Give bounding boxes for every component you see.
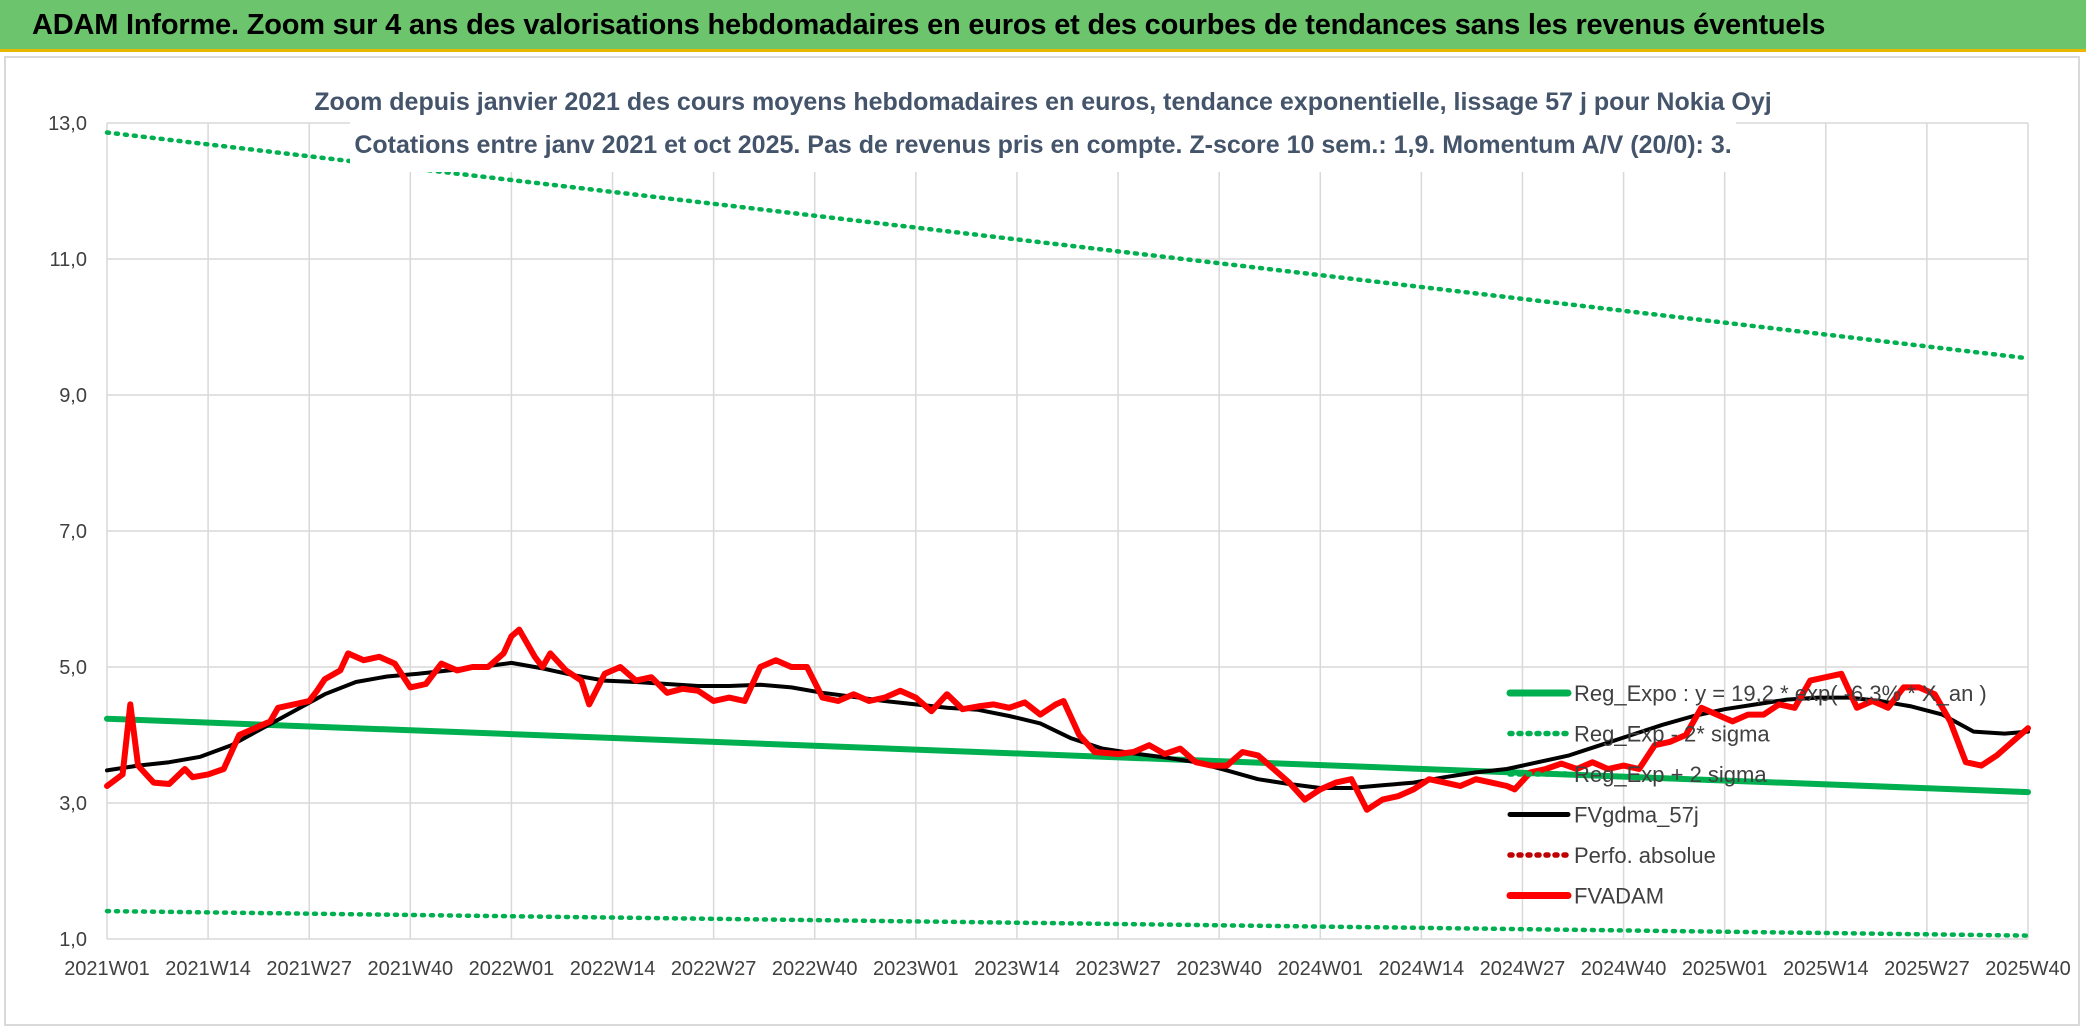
x-tick-label: 2025W27: [1884, 958, 1970, 980]
legend-label: Reg_Exp - 2* sigma: [1574, 722, 1770, 747]
legend: Reg_Expo : y = 19,2 * exp( -6,3% * X_an …: [1506, 681, 1987, 909]
axis-layer: 1,0 3,0 5,0 7,0 9,0 11,0 13,0 2021W01 2021W14 202…: [48, 113, 2071, 980]
x-tick-label: 2022W27: [671, 958, 757, 980]
y-tick-label: 7,0: [59, 521, 87, 543]
y-tick-label: 3,0: [59, 793, 87, 815]
series-layer: [104, 130, 2031, 938]
x-tick-label: 2022W14: [570, 958, 656, 980]
x-tick-label: 2021W01: [64, 958, 150, 980]
x-tick-label: 2023W01: [873, 958, 959, 980]
x-tick-label: 2021W27: [266, 958, 352, 980]
y-tick-label: 9,0: [59, 385, 87, 407]
legend-label: FVgdma_57j: [1574, 803, 1699, 828]
legend-label: Reg_Exp + 2 sigma: [1574, 762, 1767, 787]
series-line: [104, 626, 2031, 813]
report-banner: ADAM Informe. Zoom sur 4 ans des valoris…: [0, 0, 2086, 52]
x-tick-label: 2025W14: [1783, 958, 1869, 980]
x-tick-label: 2024W27: [1480, 958, 1566, 980]
y-tick-label: 5,0: [59, 657, 87, 679]
chart-subtitle: Cotations entre janv 2021 et oct 2025. P…: [354, 131, 1731, 159]
x-tick-label: 2021W40: [368, 958, 454, 980]
x-tick-label: 2023W14: [974, 958, 1060, 980]
x-tick-label: 2025W40: [1985, 958, 2071, 980]
y-tick-label: 11,0: [50, 249, 87, 271]
x-tick-label: 2023W40: [1176, 958, 1262, 980]
y-tick-label: 1,0: [59, 929, 87, 951]
x-tick-label: 2024W14: [1379, 958, 1465, 980]
x-tick-label: 2025W01: [1682, 958, 1768, 980]
legend-label: Perfo. absolue: [1574, 843, 1716, 868]
x-tick-label: 2022W40: [772, 958, 858, 980]
legend-label: FVADAM: [1574, 884, 1664, 909]
title-background: [350, 78, 1736, 172]
series-line: [104, 715, 2031, 796]
chart-title: Zoom depuis janvier 2021 des cours moyen…: [314, 88, 1771, 116]
chart-frame: [4, 56, 2080, 1026]
x-tick-label: 2024W01: [1277, 958, 1363, 980]
x-tick-label: 2023W27: [1075, 958, 1161, 980]
x-tick-label: 2022W01: [469, 958, 555, 980]
legend-label: Reg_Expo : y = 19,2 * exp( -6,3% * X_an …: [1574, 681, 1987, 706]
series-line: [104, 908, 2031, 938]
x-tick-label: 2021W14: [165, 958, 251, 980]
report-title: ADAM Informe. Zoom sur 4 ans des valoris…: [32, 9, 1826, 41]
y-tick-label: 13,0: [48, 113, 87, 135]
x-tick-label: 2024W40: [1581, 958, 1667, 980]
